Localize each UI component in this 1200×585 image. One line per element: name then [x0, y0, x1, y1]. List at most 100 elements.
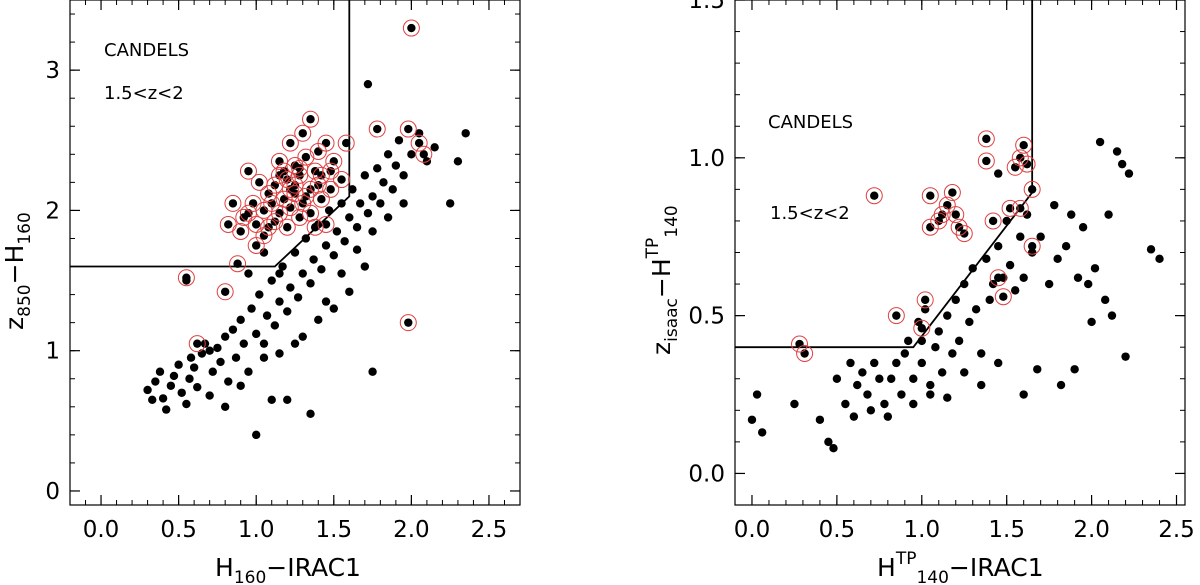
data-point	[224, 377, 233, 386]
x-tick-label: 2.0	[393, 517, 430, 543]
data-point	[870, 191, 879, 200]
x-tick-label: 0.0	[734, 517, 771, 543]
data-point	[182, 273, 191, 282]
data-point	[897, 390, 906, 399]
data-point	[399, 171, 408, 180]
data-point	[982, 254, 991, 264]
data-point	[275, 269, 284, 278]
selected-marker	[317, 215, 335, 233]
data-point	[1036, 232, 1045, 241]
selected-marker	[309, 176, 327, 194]
data-point	[252, 329, 261, 339]
data-point	[977, 349, 986, 358]
data-point	[205, 346, 214, 355]
selected-marker	[278, 218, 296, 236]
data-point	[388, 185, 397, 194]
data-point	[255, 290, 264, 299]
selected-marker	[943, 184, 961, 202]
data-point	[239, 339, 248, 348]
selected-marker	[281, 180, 299, 198]
selected-marker	[281, 199, 299, 217]
selected-marker	[1018, 155, 1036, 173]
data-point	[259, 231, 269, 240]
selected-marker	[916, 291, 934, 309]
data-point	[166, 381, 176, 390]
data-point	[244, 367, 253, 376]
selected-marker	[309, 143, 327, 160]
data-point	[1070, 365, 1079, 374]
data-point	[332, 227, 342, 236]
data-point	[177, 388, 186, 397]
data-point	[1050, 200, 1059, 210]
data-point	[968, 264, 977, 273]
data-point	[815, 415, 825, 424]
selected-marker	[796, 345, 814, 362]
data-point	[988, 216, 998, 226]
data-point	[174, 360, 183, 369]
data-point	[252, 220, 261, 229]
data-point	[275, 209, 284, 218]
right-y-axis-title: zisaac−HTP140	[643, 205, 682, 355]
data-point	[383, 213, 393, 222]
data-point	[1027, 248, 1037, 257]
selected-marker	[399, 314, 417, 332]
y-tick-label: 2	[45, 198, 60, 224]
data-point	[306, 209, 315, 218]
x-tick-label: 2.5	[471, 517, 508, 543]
data-point	[348, 185, 357, 194]
data-point	[337, 269, 346, 278]
data-point	[977, 380, 986, 390]
data-point	[185, 374, 194, 383]
data-point	[917, 358, 926, 368]
data-point	[943, 393, 952, 402]
data-point	[931, 342, 940, 352]
data-point	[790, 399, 799, 409]
selected-marker	[270, 152, 288, 170]
data-point	[954, 336, 964, 346]
data-point	[317, 194, 326, 204]
data-point	[383, 150, 393, 159]
y-tick-label: 0.0	[688, 461, 725, 487]
data-point	[1090, 264, 1100, 273]
data-point	[252, 241, 261, 250]
y-tick-label: 3	[45, 58, 60, 84]
data-point	[829, 443, 838, 453]
data-point	[917, 324, 926, 333]
selected-marker	[281, 134, 299, 152]
left-annotation-survey: CANDELS	[104, 40, 189, 61]
data-point	[1019, 390, 1028, 399]
data-point	[321, 220, 331, 229]
data-point	[926, 380, 935, 390]
data-point	[247, 304, 256, 313]
data-point	[1124, 169, 1134, 178]
selected-marker	[791, 335, 809, 353]
data-point	[920, 305, 930, 314]
selected-marker	[1015, 136, 1033, 154]
data-point	[373, 164, 382, 173]
data-point	[345, 287, 354, 296]
data-point	[1005, 260, 1015, 270]
selected-marker	[322, 162, 340, 180]
data-point	[360, 262, 370, 271]
data-point	[1100, 295, 1110, 305]
selected-marker	[1023, 237, 1041, 255]
data-point	[1033, 365, 1042, 374]
selected-marker	[291, 166, 309, 184]
selected-marker	[291, 208, 309, 226]
right-annotation-redshift: 1.5<z<2	[770, 203, 850, 224]
data-point	[747, 415, 757, 424]
data-point	[252, 430, 261, 440]
data-point	[1061, 241, 1071, 251]
data-point	[858, 368, 867, 377]
data-point	[994, 169, 1003, 178]
data-point	[1104, 210, 1113, 219]
data-point	[368, 367, 377, 376]
data-point	[1016, 232, 1025, 241]
selected-marker	[239, 204, 257, 222]
data-point	[1019, 140, 1028, 150]
right-panel: 0.0 0.5 1.0 1.5 2.0 2.5 0.0 0.5 1.0 1.5 CANDELS 1…	[643, 0, 1195, 585]
selected-marker	[312, 166, 330, 184]
data-point	[321, 241, 331, 250]
data-point	[244, 166, 253, 176]
data-point	[283, 307, 292, 316]
